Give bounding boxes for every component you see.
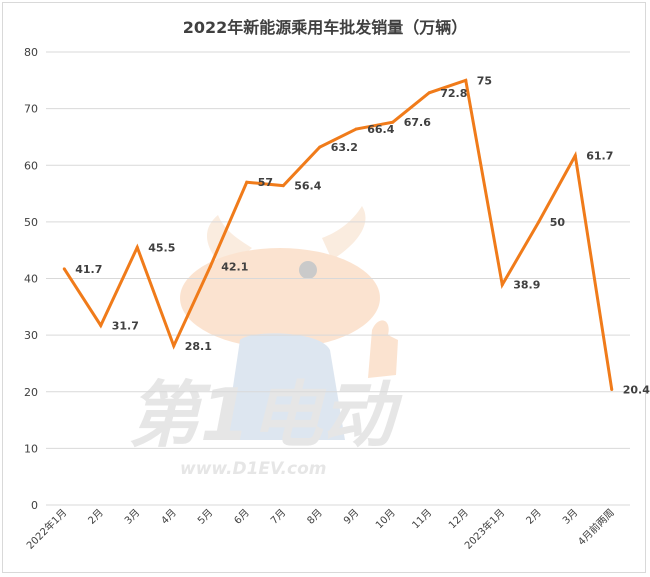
- mascot-eye-icon: [299, 261, 317, 279]
- data-point: [99, 323, 103, 327]
- y-tick-label: 80: [24, 46, 38, 59]
- data-label: 72.8: [440, 87, 467, 100]
- mascot-thumb-icon: [368, 320, 398, 378]
- x-tick-label: 7月: [268, 507, 288, 527]
- data-point: [172, 344, 176, 348]
- data-label: 50: [550, 216, 566, 229]
- data-point: [610, 387, 614, 391]
- x-tick-label: 11月: [410, 507, 435, 532]
- data-point: [281, 184, 285, 188]
- x-tick-label: 5月: [195, 507, 215, 527]
- data-point: [135, 245, 139, 249]
- x-tick-label: 9月: [341, 507, 361, 527]
- data-label: 61.7: [586, 150, 613, 163]
- data-point: [427, 91, 431, 95]
- x-tick-label: 2月: [86, 507, 106, 527]
- data-label: 56.4: [294, 180, 321, 193]
- y-tick-label: 70: [24, 103, 38, 116]
- data-point: [391, 120, 395, 124]
- data-label: 75: [477, 74, 492, 87]
- y-tick-label: 0: [31, 499, 38, 512]
- x-tick-label: 2月: [524, 507, 544, 527]
- series-line: [62, 78, 614, 390]
- data-point: [318, 145, 322, 149]
- mascot-antler-left-icon: [206, 215, 252, 270]
- data-point: [245, 180, 249, 184]
- chart-title: 2022年新能源乘用车批发销量（万辆）: [182, 18, 468, 37]
- x-tick-label: 4月前两周: [575, 506, 617, 548]
- y-tick-label: 10: [24, 442, 38, 455]
- data-point: [208, 265, 212, 269]
- x-tick-label: 8月: [305, 507, 325, 527]
- data-label: 57: [258, 176, 273, 189]
- x-tick-label: 2022年1月: [24, 506, 70, 552]
- watermark-brand: 第1电动: [128, 373, 403, 457]
- mascot-head-icon: [180, 248, 380, 348]
- data-label: 66.4: [367, 123, 394, 136]
- data-point: [62, 267, 66, 271]
- watermark-url: www.D1EV.com: [180, 459, 326, 479]
- data-label: 45.5: [148, 241, 175, 254]
- data-label: 20.4: [623, 383, 650, 396]
- data-label: 31.7: [112, 319, 139, 332]
- x-tick-label: 12月: [446, 507, 471, 532]
- mascot-antler-right-icon: [322, 206, 366, 260]
- x-tick-label: 3月: [560, 507, 580, 527]
- x-tick-label: 10月: [373, 507, 398, 532]
- data-point: [573, 154, 577, 158]
- data-label: 41.7: [75, 263, 102, 276]
- data-label: 42.1: [221, 261, 248, 274]
- data-label: 67.6: [404, 116, 431, 129]
- data-point: [464, 78, 468, 82]
- data-label: 28.1: [185, 340, 212, 353]
- y-tick-label: 60: [24, 159, 38, 172]
- data-label: 63.2: [331, 141, 358, 154]
- y-tick-label: 50: [24, 216, 38, 229]
- y-tick-label: 20: [24, 386, 38, 399]
- x-tick-label: 3月: [122, 507, 142, 527]
- data-point: [354, 127, 358, 131]
- data-point: [537, 220, 541, 224]
- data-label: 38.9: [513, 279, 540, 292]
- data-point: [500, 283, 504, 287]
- x-tick-label: 4月: [159, 507, 179, 527]
- y-tick-label: 40: [24, 273, 38, 286]
- x-tick-label: 6月: [232, 507, 252, 527]
- y-tick-label: 30: [24, 329, 38, 342]
- mascot-body-icon: [225, 333, 345, 440]
